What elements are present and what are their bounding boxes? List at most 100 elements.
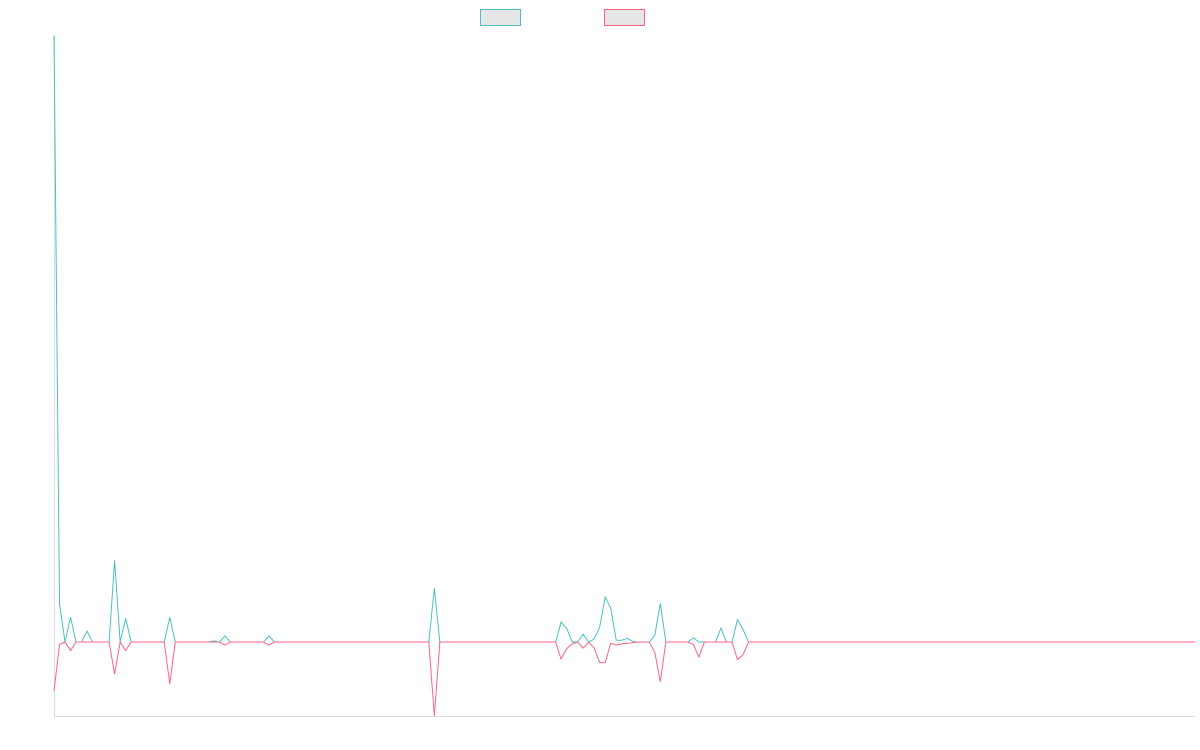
data-point-series-2[interactable] (587, 640, 591, 644)
data-point-series-2[interactable] (322, 640, 326, 644)
data-point-series-2[interactable] (421, 640, 425, 644)
data-point-series-2[interactable] (201, 640, 205, 644)
data-point-series-2[interactable] (1154, 640, 1158, 644)
data-point-series-2[interactable] (377, 640, 381, 644)
data-point-series-1[interactable] (168, 615, 172, 619)
data-point-series-2[interactable] (498, 640, 502, 644)
data-point-series-1[interactable] (565, 626, 569, 630)
data-point-series-2[interactable] (857, 640, 861, 644)
data-point-series-2[interactable] (184, 640, 188, 644)
data-point-series-2[interactable] (675, 640, 679, 644)
data-point-series-2[interactable] (366, 640, 370, 644)
data-point-series-2[interactable] (1039, 640, 1043, 644)
data-point-series-2[interactable] (515, 640, 519, 644)
data-point-series-2[interactable] (1055, 640, 1059, 644)
data-point-series-2[interactable] (344, 640, 348, 644)
data-point-series-2[interactable] (449, 640, 453, 644)
data-point-series-2[interactable] (989, 640, 993, 644)
data-point-series-2[interactable] (928, 640, 932, 644)
data-point-series-2[interactable] (113, 672, 117, 676)
data-point-series-2[interactable] (107, 640, 111, 644)
data-point-series-2[interactable] (967, 640, 971, 644)
data-point-series-1[interactable] (658, 601, 662, 605)
data-point-series-1[interactable] (691, 636, 695, 640)
data-point-series-2[interactable] (289, 640, 293, 644)
data-point-series-2[interactable] (250, 640, 254, 644)
data-point-series-2[interactable] (1066, 640, 1070, 644)
data-point-series-2[interactable] (454, 640, 458, 644)
data-point-series-2[interactable] (884, 640, 888, 644)
data-point-series-2[interactable] (697, 655, 701, 659)
data-point-series-2[interactable] (802, 640, 806, 644)
data-point-series-2[interactable] (355, 640, 359, 644)
data-point-series-2[interactable] (521, 640, 525, 644)
data-point-series-2[interactable] (758, 640, 762, 644)
data-point-series-2[interactable] (961, 640, 965, 644)
data-point-series-1[interactable] (124, 616, 128, 620)
data-point-series-2[interactable] (647, 640, 651, 644)
data-point-series-2[interactable] (1072, 640, 1076, 644)
data-point-series-2[interactable] (234, 640, 238, 644)
data-point-series-2[interactable] (879, 640, 883, 644)
data-point-series-2[interactable] (372, 640, 376, 644)
data-point-series-2[interactable] (653, 650, 657, 654)
data-point-series-2[interactable] (438, 640, 442, 644)
data-point-series-1[interactable] (592, 637, 596, 641)
data-point-series-2[interactable] (713, 640, 717, 644)
data-point-series-2[interactable] (945, 640, 949, 644)
data-point-series-2[interactable] (212, 640, 216, 644)
data-point-series-1[interactable] (620, 638, 624, 642)
data-point-series-2[interactable] (950, 640, 954, 644)
data-point-series-2[interactable] (394, 640, 398, 644)
data-point-series-2[interactable] (195, 640, 199, 644)
data-point-series-2[interactable] (868, 640, 872, 644)
data-point-series-2[interactable] (1050, 640, 1054, 644)
data-point-series-2[interactable] (1033, 640, 1037, 644)
data-point-series-2[interactable] (1022, 640, 1026, 644)
data-point-series-2[interactable] (1149, 640, 1153, 644)
data-point-series-1[interactable] (432, 586, 436, 590)
data-point-series-2[interactable] (669, 640, 673, 644)
data-point-series-2[interactable] (818, 640, 822, 644)
data-point-series-2[interactable] (190, 640, 194, 644)
data-point-series-2[interactable] (245, 640, 249, 644)
data-point-series-1[interactable] (598, 625, 602, 629)
data-point-series-2[interactable] (813, 640, 817, 644)
data-point-series-2[interactable] (824, 640, 828, 644)
data-point-series-2[interactable] (995, 640, 999, 644)
data-point-series-2[interactable] (239, 640, 243, 644)
data-point-series-2[interactable] (432, 714, 436, 718)
data-point-series-2[interactable] (724, 640, 728, 644)
data-point-series-2[interactable] (774, 640, 778, 644)
series-line-1[interactable] (54, 36, 1195, 642)
data-point-series-2[interactable] (708, 640, 712, 644)
data-point-series-1[interactable] (603, 595, 607, 599)
series-line-2[interactable] (54, 642, 1195, 716)
data-point-series-2[interactable] (978, 640, 982, 644)
data-point-series-2[interactable] (741, 653, 745, 657)
data-point-series-2[interactable] (1160, 640, 1164, 644)
data-point-series-2[interactable] (658, 680, 662, 684)
data-point-series-1[interactable] (223, 634, 227, 638)
data-point-series-2[interactable] (1017, 640, 1021, 644)
data-point-series-2[interactable] (173, 640, 177, 644)
data-point-series-2[interactable] (625, 641, 629, 645)
data-point-series-2[interactable] (52, 689, 56, 693)
data-point-series-2[interactable] (609, 641, 613, 645)
data-point-series-2[interactable] (1176, 640, 1180, 644)
data-point-series-2[interactable] (559, 657, 563, 661)
data-point-series-1[interactable] (581, 632, 585, 636)
data-point-series-2[interactable] (1099, 640, 1103, 644)
data-point-series-2[interactable] (388, 640, 392, 644)
data-point-series-2[interactable] (399, 640, 403, 644)
data-point-series-2[interactable] (548, 640, 552, 644)
data-point-series-2[interactable] (769, 640, 773, 644)
data-point-series-2[interactable] (1088, 640, 1092, 644)
data-point-series-2[interactable] (510, 640, 514, 644)
data-point-series-2[interactable] (1138, 640, 1142, 644)
data-point-series-2[interactable] (476, 640, 480, 644)
data-point-series-2[interactable] (532, 640, 536, 644)
data-point-series-2[interactable] (554, 640, 558, 644)
data-point-series-2[interactable] (410, 640, 414, 644)
data-point-series-2[interactable] (460, 640, 464, 644)
